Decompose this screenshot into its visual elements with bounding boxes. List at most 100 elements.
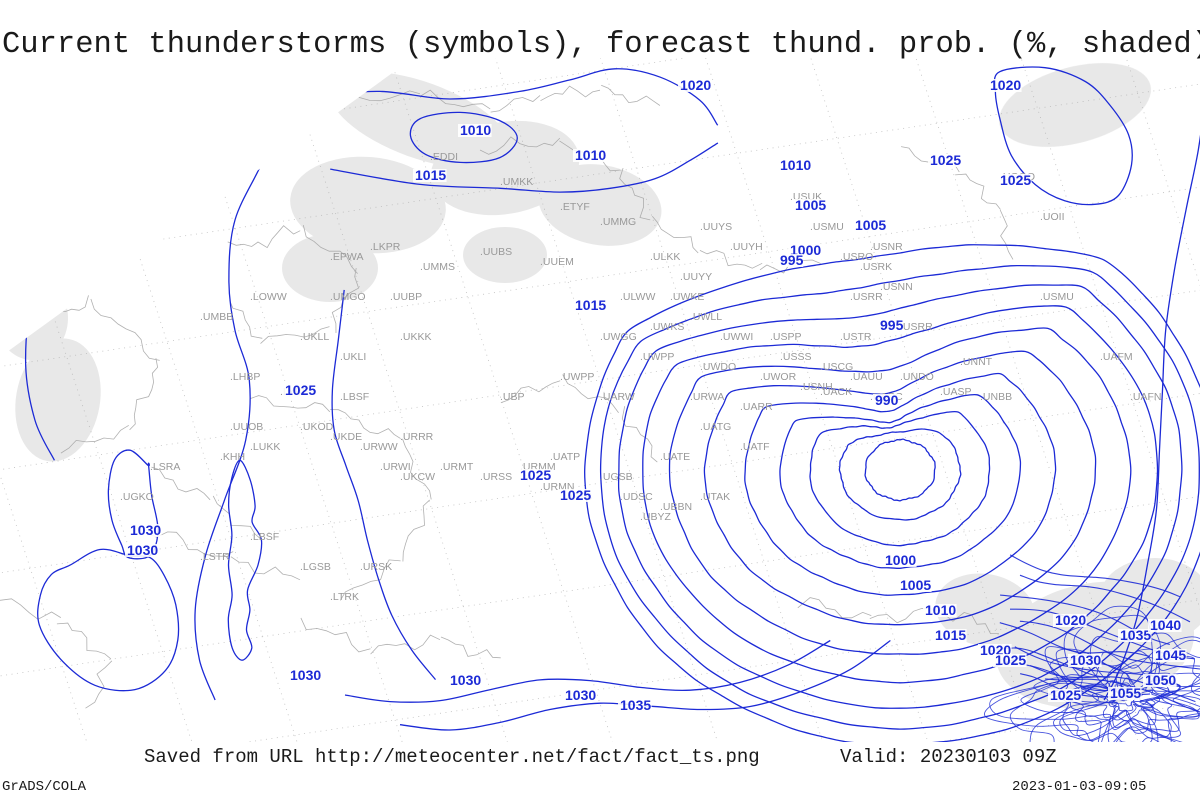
- svg-text:.URRR: .URRR: [400, 431, 434, 443]
- svg-text:.LSTR: .LSTR: [200, 551, 230, 563]
- svg-text:1015: 1015: [575, 297, 606, 313]
- svg-text:.ULWW: .ULWW: [620, 291, 655, 303]
- svg-text:.UWGG: .UWGG: [600, 331, 637, 343]
- svg-text:1020: 1020: [680, 77, 711, 93]
- svg-text:1005: 1005: [900, 577, 931, 593]
- svg-text:.USTR: .USTR: [840, 331, 872, 343]
- svg-text:.UARR: .UARR: [740, 401, 773, 413]
- svg-text:.LBSF: .LBSF: [340, 391, 369, 403]
- svg-text:.UUBP: .UUBP: [390, 291, 422, 303]
- svg-text:1005: 1005: [795, 197, 826, 213]
- svg-text:.UWKS: .UWKS: [650, 321, 684, 333]
- svg-text:.LBSF: .LBSF: [250, 531, 279, 543]
- svg-text:.LKPR: .LKPR: [370, 241, 401, 253]
- svg-text:.UKOD: .UKOD: [300, 421, 334, 433]
- svg-text:1010: 1010: [460, 122, 491, 138]
- svg-text:.UMMS: .UMMS: [420, 261, 455, 273]
- svg-text:.LUKK: .LUKK: [250, 441, 280, 453]
- svg-text:1020: 1020: [990, 77, 1021, 93]
- svg-text:1025: 1025: [520, 467, 551, 483]
- svg-text:1040: 1040: [1150, 617, 1181, 633]
- svg-text:990: 990: [875, 392, 899, 408]
- svg-text:1025: 1025: [560, 487, 591, 503]
- svg-text:.UMMG: .UMMG: [600, 216, 636, 228]
- svg-text:.UUOB: .UUOB: [230, 421, 263, 433]
- svg-text:1025: 1025: [1050, 687, 1081, 703]
- svg-text:.UBBN: .UBBN: [660, 501, 692, 513]
- svg-text:.UGSB: .UGSB: [600, 471, 633, 483]
- svg-text:1025: 1025: [285, 382, 316, 398]
- svg-text:.UWWI: .UWWI: [720, 331, 753, 343]
- svg-text:1015: 1015: [415, 167, 446, 183]
- svg-text:.UWLL: .UWLL: [690, 311, 722, 323]
- svg-text:.LOWW: .LOWW: [250, 291, 287, 303]
- svg-text:1025: 1025: [1000, 172, 1031, 188]
- svg-text:1035: 1035: [620, 697, 651, 713]
- svg-text:.URMT: .URMT: [440, 461, 474, 473]
- svg-text:.USSS: .USSS: [780, 351, 812, 363]
- svg-text:.UUYY: .UUYY: [680, 271, 712, 283]
- svg-text:.UNDO: .UNDO: [900, 371, 934, 383]
- svg-text:1000: 1000: [885, 552, 916, 568]
- svg-text:.KHH: .KHH: [220, 451, 245, 463]
- svg-text:1025: 1025: [995, 652, 1026, 668]
- svg-text:.LSRA: .LSRA: [150, 461, 180, 473]
- svg-text:995: 995: [780, 252, 804, 268]
- svg-text:1010: 1010: [575, 147, 606, 163]
- svg-text:.UKLL: .UKLL: [300, 331, 329, 343]
- svg-text:1025: 1025: [930, 152, 961, 168]
- svg-text:1030: 1030: [290, 667, 321, 683]
- svg-text:1055: 1055: [1110, 685, 1141, 701]
- svg-text:1030: 1030: [450, 672, 481, 688]
- svg-text:1030: 1030: [130, 522, 161, 538]
- svg-text:.USPP: .USPP: [770, 331, 802, 343]
- svg-text:1010: 1010: [925, 602, 956, 618]
- svg-text:.UMGO: .UMGO: [330, 291, 366, 303]
- svg-text:.URSS: .URSS: [480, 471, 512, 483]
- svg-text:1050: 1050: [1145, 672, 1176, 688]
- svg-text:.UMKK: .UMKK: [500, 176, 533, 188]
- svg-text:1005: 1005: [855, 217, 886, 233]
- svg-text:.USRO: .USRO: [840, 251, 873, 263]
- svg-text:.UACK: .UACK: [820, 386, 852, 398]
- svg-text:1015: 1015: [935, 627, 966, 643]
- svg-text:.UWDO: .UWDO: [700, 361, 736, 373]
- svg-text:1035: 1035: [1120, 627, 1151, 643]
- svg-text:.UKKK: .UKKK: [400, 331, 432, 343]
- svg-text:.UUYH: .UUYH: [730, 241, 763, 253]
- svg-text:.USRR: .USRR: [850, 291, 883, 303]
- svg-text:.UAUU: .UAUU: [850, 371, 883, 383]
- svg-text:.URSK: .URSK: [360, 561, 392, 573]
- svg-text:.EPWA: .EPWA: [330, 251, 363, 263]
- svg-text:.LHBP: .LHBP: [230, 371, 260, 383]
- svg-text:.LGSB: .LGSB: [300, 561, 331, 573]
- svg-text:.UNBB: .UNBB: [980, 391, 1012, 403]
- svg-text:.UATE: .UATE: [660, 451, 690, 463]
- svg-text:1020: 1020: [1055, 612, 1086, 628]
- svg-text:.UUBS: .UUBS: [480, 246, 512, 258]
- svg-text:.UATG: .UATG: [700, 421, 731, 433]
- svg-text:.URWI: .URWI: [380, 461, 411, 473]
- svg-text:.UAFM: .UAFM: [1100, 351, 1133, 363]
- svg-text:.UAFN: .UAFN: [1130, 391, 1162, 403]
- svg-text:.UASP: .UASP: [940, 386, 972, 398]
- svg-text:.UMBB: .UMBB: [200, 311, 233, 323]
- svg-text:.URWA: .URWA: [690, 391, 724, 403]
- svg-text:.URWW: .URWW: [360, 441, 398, 453]
- svg-text:.UWKE: .UWKE: [670, 291, 704, 303]
- svg-text:.UTAK: .UTAK: [700, 491, 730, 503]
- svg-text:.USMU: .USMU: [810, 221, 844, 233]
- svg-text:1010: 1010: [780, 157, 811, 173]
- svg-text:995: 995: [880, 317, 904, 333]
- svg-text:.UDSC: .UDSC: [620, 491, 653, 503]
- svg-text:1030: 1030: [1070, 652, 1101, 668]
- svg-text:.USMU: .USMU: [1040, 291, 1074, 303]
- svg-text:.UGKO: .UGKO: [120, 491, 154, 503]
- svg-text:.USNN: .USNN: [880, 281, 913, 293]
- svg-text:.UWPP: .UWPP: [640, 351, 674, 363]
- svg-text:.USNR: .USNR: [870, 241, 903, 253]
- svg-text:.UKDE: .UKDE: [330, 431, 362, 443]
- svg-text:.UNNT: .UNNT: [960, 356, 993, 368]
- svg-text:1030: 1030: [565, 687, 596, 703]
- svg-text:.UATP: .UATP: [550, 451, 580, 463]
